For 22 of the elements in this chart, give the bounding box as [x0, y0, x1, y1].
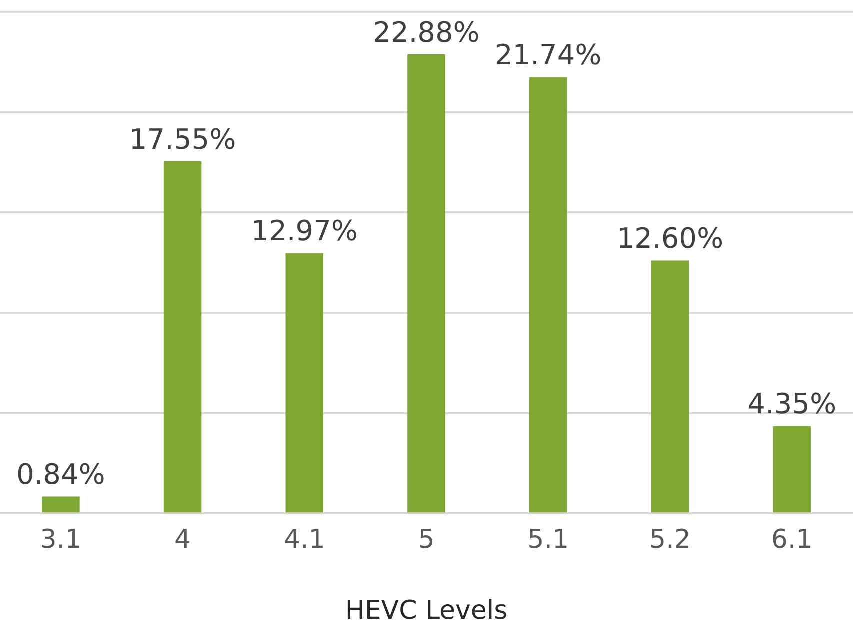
data-label: 17.55%: [129, 122, 236, 156]
bar: [529, 77, 568, 513]
data-label: 4.35%: [748, 388, 837, 421]
bar: [408, 54, 446, 513]
x-axis-title: HEVC Levels: [345, 596, 508, 626]
x-tick-label: 5.1: [528, 524, 570, 555]
x-tick-label: 4: [174, 524, 192, 555]
bar: [164, 161, 202, 513]
data-label: 22.88%: [373, 16, 480, 49]
x-tick-label: 5.2: [650, 524, 691, 555]
bar: [651, 260, 690, 513]
bar: [286, 253, 324, 513]
data-label: 0.84%: [16, 458, 106, 492]
x-tick-label: 5: [418, 524, 435, 555]
x-tick-label: 6.1: [771, 524, 813, 555]
x-tick-label: 4.1: [284, 524, 326, 555]
data-label: 12.97%: [251, 214, 358, 248]
data-label: 21.74%: [494, 38, 602, 72]
data-label: 12.60%: [616, 222, 724, 256]
x-tick-label: 3.1: [40, 524, 82, 555]
bar: [773, 426, 811, 513]
bar: [42, 496, 80, 513]
